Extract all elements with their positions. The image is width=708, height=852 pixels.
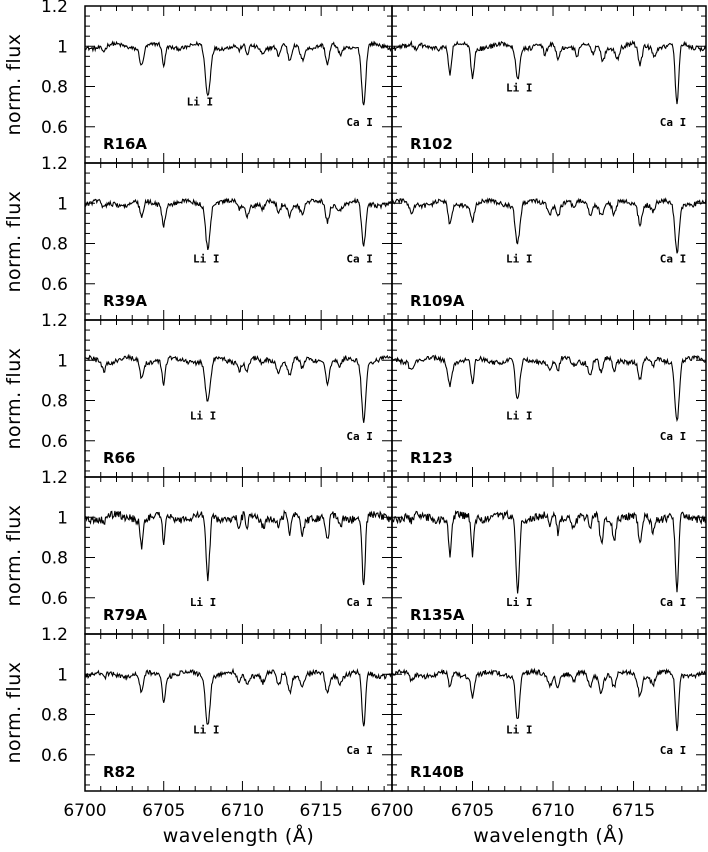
y-tick-label: 1.2 xyxy=(41,625,68,645)
li-i-label: Li I xyxy=(193,253,220,266)
y-tick-label: 1.2 xyxy=(41,154,68,174)
y-axis-title: norm. flux xyxy=(3,34,25,136)
spectrum-line xyxy=(84,667,392,727)
spectrum-panel-R39A: R39A Li I Ca I xyxy=(84,162,393,321)
x-tick-label: 6710 xyxy=(221,801,264,821)
li-i-label: Li I xyxy=(187,96,214,109)
y-tick-label: 1 xyxy=(57,351,68,371)
y-tick-label: 0.8 xyxy=(41,235,68,255)
star-label: R102 xyxy=(410,135,453,153)
ca-i-label: Ca I xyxy=(346,430,373,443)
x-tick-label: 6705 xyxy=(142,801,185,821)
spectrum-line xyxy=(391,354,707,423)
spectrum-panel-R102: R102 Li I Ca I xyxy=(391,5,707,164)
y-tick-label: 0.6 xyxy=(41,589,68,609)
y-tick-label: 0.6 xyxy=(41,275,68,295)
y-tick-label: 0.6 xyxy=(41,118,68,138)
ca-i-label: Ca I xyxy=(660,596,687,609)
x-tick-label: 6700 xyxy=(370,801,413,821)
spectrum-line xyxy=(391,509,707,594)
li-i-label: Li I xyxy=(506,82,533,95)
star-label: R66 xyxy=(103,449,135,467)
y-tick-label: 0.6 xyxy=(41,432,68,452)
spectrum-line xyxy=(84,197,393,251)
x-axis-title: wavelength (Å) xyxy=(473,824,625,847)
ca-i-label: Ca I xyxy=(346,253,373,266)
li-i-label: Li I xyxy=(190,596,217,609)
star-label: R135A xyxy=(410,606,465,624)
li-i-label: Li I xyxy=(193,724,220,737)
y-axis-title: norm. flux xyxy=(3,662,25,764)
y-tick-label: 1 xyxy=(57,665,68,685)
li-i-label: Li I xyxy=(190,410,217,423)
spectrum-panel-R123: R123 Li I Ca I xyxy=(391,319,707,478)
star-label: R79A xyxy=(103,606,147,624)
x-tick-label: 6710 xyxy=(531,801,574,821)
ca-i-label: Ca I xyxy=(346,116,373,129)
spectrum-panel-R16A: R16A Li I Ca I xyxy=(84,5,393,164)
y-tick-label: 1.2 xyxy=(41,311,68,331)
ca-i-label: Ca I xyxy=(660,253,687,266)
spectrum-panel-R82: R82 Li I Ca I xyxy=(84,633,393,792)
spectrum-line xyxy=(84,509,393,586)
spectrum-panel-R66: R66 Li I Ca I xyxy=(84,319,393,478)
li-i-label: Li I xyxy=(506,410,533,423)
ca-i-label: Ca I xyxy=(660,430,687,443)
spectrum-panel-R135A: R135A Li I Ca I xyxy=(391,476,707,635)
star-label: R39A xyxy=(103,292,147,310)
star-label: R140B xyxy=(410,763,464,781)
ca-i-label: Ca I xyxy=(660,116,687,129)
spectrum-line xyxy=(84,40,393,106)
y-tick-label: 0.8 xyxy=(41,392,68,412)
spectrum-panel-R140B: R140B Li I Ca I xyxy=(391,633,707,792)
star-label: R123 xyxy=(410,449,453,467)
ca-i-label: Ca I xyxy=(660,744,687,757)
spectrum-panel-R109A: R109A Li I Ca I xyxy=(391,162,707,321)
y-tick-label: 0.6 xyxy=(41,746,68,766)
x-tick-label: 6715 xyxy=(612,801,655,821)
x-tick-label: 6715 xyxy=(300,801,343,821)
y-axis-title: norm. flux xyxy=(3,505,25,607)
spectrum-line xyxy=(391,39,707,105)
y-tick-label: 1 xyxy=(57,37,68,57)
spectrum-line xyxy=(391,667,707,732)
x-tick-label: 6700 xyxy=(63,801,106,821)
star-label: R16A xyxy=(103,135,147,153)
spectrum-line xyxy=(84,353,393,423)
li-i-label: Li I xyxy=(506,724,533,737)
y-tick-label: 0.8 xyxy=(41,549,68,569)
x-axis-title: wavelength (Å) xyxy=(163,824,315,847)
ca-i-label: Ca I xyxy=(346,596,373,609)
star-label: R82 xyxy=(103,763,135,781)
x-tick-label: 6705 xyxy=(451,801,494,821)
li-i-label: Li I xyxy=(506,253,533,266)
y-tick-label: 1 xyxy=(57,194,68,214)
axis-labels: 0.6 0.8 1 1.2 norm. flux 0.6 0.8 1 1.2 norm. flux… xyxy=(3,0,655,847)
y-tick-label: 1 xyxy=(57,508,68,528)
y-axis-title: norm. flux xyxy=(3,348,25,450)
ca-i-label: Ca I xyxy=(346,744,373,757)
star-label: R109A xyxy=(410,292,465,310)
y-axis-title: norm. flux xyxy=(3,191,25,293)
spectrum-panel-R79A: R79A Li I Ca I xyxy=(84,476,393,635)
spectrum-line xyxy=(391,197,707,254)
y-tick-label: 0.8 xyxy=(41,78,68,98)
y-tick-label: 1.2 xyxy=(41,0,68,17)
y-tick-label: 1.2 xyxy=(41,468,68,488)
panel-frame xyxy=(391,633,707,792)
li-i-label: Li I xyxy=(506,596,533,609)
y-tick-label: 0.8 xyxy=(41,706,68,726)
